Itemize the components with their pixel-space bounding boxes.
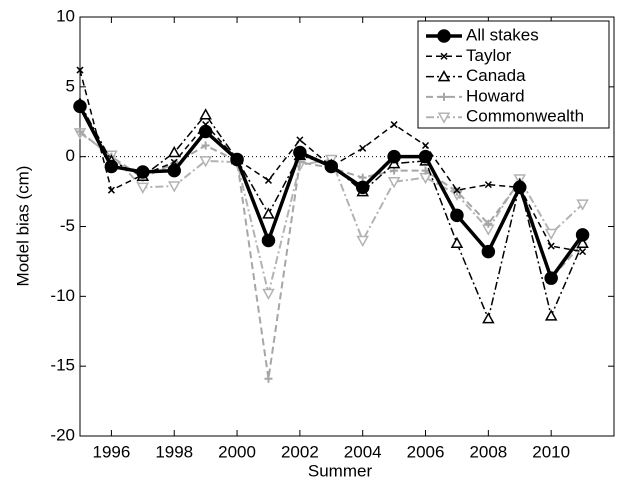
- marker: [579, 248, 587, 256]
- x-tick-label: 2002: [281, 442, 319, 461]
- marker: [452, 187, 461, 196]
- marker: [264, 176, 273, 184]
- series-line: [78, 105, 585, 280]
- marker: [513, 180, 527, 195]
- marker: [547, 242, 555, 250]
- marker: [450, 208, 464, 223]
- marker: [544, 228, 558, 241]
- marker: [387, 149, 401, 164]
- y-tick-label: -20: [50, 425, 75, 444]
- marker: [76, 66, 84, 74]
- x-tick-label: 1996: [92, 442, 130, 461]
- marker: [199, 156, 212, 168]
- y-tick-label: -5: [60, 216, 75, 235]
- marker: [544, 271, 558, 285]
- marker: [73, 99, 87, 114]
- marker: [167, 181, 181, 193]
- marker: [544, 309, 558, 321]
- marker: [167, 163, 181, 178]
- marker: [421, 141, 430, 150]
- marker: [104, 159, 119, 174]
- marker: [484, 219, 493, 228]
- marker: [198, 124, 213, 139]
- marker: [450, 236, 464, 249]
- marker: [355, 180, 370, 195]
- marker: [136, 165, 150, 179]
- marker: [359, 144, 367, 152]
- marker: [358, 173, 367, 182]
- legend-label: Howard: [466, 86, 525, 105]
- marker: [575, 228, 590, 242]
- x-tick-label: 1998: [155, 442, 193, 461]
- marker: [481, 244, 496, 259]
- y-tick-label: -10: [50, 286, 75, 305]
- marker: [387, 177, 401, 189]
- marker: [576, 199, 589, 211]
- marker: [437, 112, 451, 124]
- marker: [262, 288, 275, 301]
- marker: [482, 312, 495, 324]
- y-tick-label: 10: [56, 6, 75, 25]
- marker: [453, 186, 461, 194]
- marker: [261, 233, 276, 248]
- marker: [324, 159, 339, 174]
- x-axis-label: Summer: [308, 461, 373, 480]
- marker: [201, 141, 210, 150]
- series-line: [79, 69, 583, 253]
- x-tick-label: 2004: [344, 442, 382, 461]
- marker: [418, 149, 433, 164]
- x-tick-label: 2010: [532, 442, 570, 461]
- x-tick-label: 2006: [407, 442, 445, 461]
- marker: [437, 70, 451, 82]
- x-tick-label: 2008: [469, 442, 507, 461]
- marker: [576, 236, 589, 249]
- marker: [264, 374, 273, 383]
- marker: [440, 92, 448, 101]
- marker: [136, 182, 150, 194]
- marker: [437, 29, 451, 43]
- marker: [107, 186, 115, 194]
- marker: [421, 166, 430, 175]
- legend-label: All stakes: [466, 25, 539, 44]
- marker: [167, 145, 181, 158]
- legend-label: Taylor: [466, 46, 512, 65]
- marker: [293, 145, 307, 160]
- marker: [199, 108, 212, 120]
- marker: [76, 127, 84, 136]
- marker: [390, 121, 398, 129]
- y-tick-label: -15: [50, 356, 75, 375]
- marker: [262, 207, 275, 219]
- y-tick-label: 5: [66, 76, 75, 95]
- y-axis-label: Model bias (cm): [13, 166, 32, 287]
- y-tick-label: 0: [66, 146, 75, 165]
- legend-label: Canada: [466, 66, 526, 85]
- marker: [484, 181, 492, 189]
- legend-label: Commonwealth: [466, 107, 584, 126]
- x-tick-label: 2000: [218, 442, 256, 461]
- marker: [440, 52, 448, 60]
- marker: [356, 235, 369, 248]
- marker: [230, 152, 244, 167]
- marker: [296, 136, 304, 144]
